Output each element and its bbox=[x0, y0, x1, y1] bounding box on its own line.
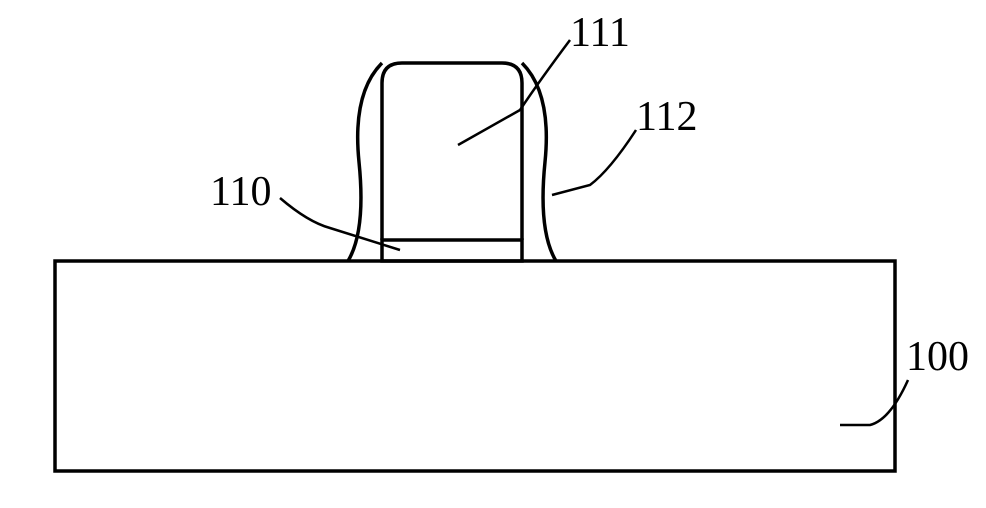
gate-stack bbox=[348, 63, 556, 261]
leader-112 bbox=[552, 130, 636, 195]
gate-oxide-110 bbox=[382, 240, 522, 261]
labels-group: 110 111112 100 bbox=[210, 10, 969, 425]
label-100: 100 bbox=[906, 334, 969, 380]
leader-111 bbox=[458, 40, 570, 145]
gate-electrode-111 bbox=[382, 63, 522, 240]
spacer-right-112 bbox=[522, 63, 556, 261]
label-111: 111 bbox=[570, 10, 630, 56]
label-112: 112 bbox=[636, 94, 697, 140]
leader-100 bbox=[840, 380, 908, 425]
substrate-100 bbox=[55, 261, 895, 471]
label-110: 110 bbox=[210, 169, 271, 215]
spacer-left-112 bbox=[348, 63, 382, 261]
patent-cross-section-diagram: 110 111112 100 bbox=[0, 0, 986, 508]
